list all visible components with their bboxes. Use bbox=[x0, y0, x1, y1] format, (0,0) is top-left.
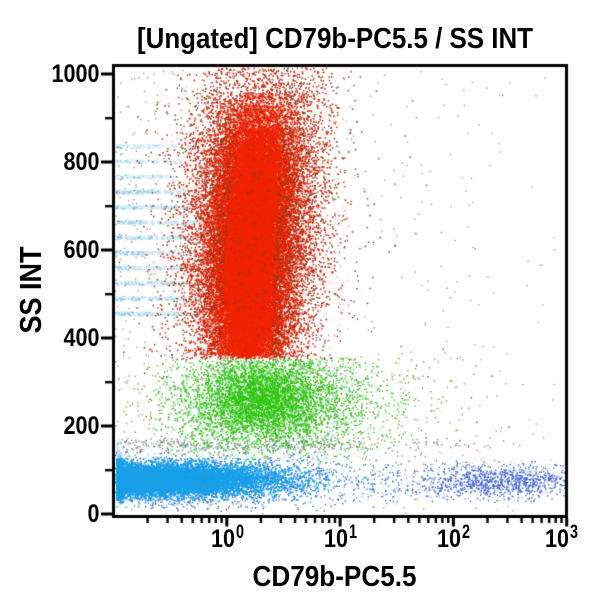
svg-text:600: 600 bbox=[64, 236, 100, 264]
svg-text:0: 0 bbox=[236, 522, 244, 543]
svg-text:10: 10 bbox=[211, 525, 235, 553]
svg-text:[Ungated] CD79b-PC5.5 / SS INT: [Ungated] CD79b-PC5.5 / SS INT bbox=[137, 23, 533, 55]
svg-text:3: 3 bbox=[570, 522, 578, 543]
svg-text:CD79b-PC5.5: CD79b-PC5.5 bbox=[253, 561, 417, 593]
svg-text:1000: 1000 bbox=[52, 60, 100, 88]
svg-text:1: 1 bbox=[349, 522, 357, 543]
svg-text:200: 200 bbox=[64, 412, 100, 440]
svg-text:SS INT: SS INT bbox=[13, 246, 48, 333]
svg-text:10: 10 bbox=[545, 525, 569, 553]
svg-text:800: 800 bbox=[64, 148, 100, 176]
svg-text:400: 400 bbox=[64, 324, 100, 352]
svg-text:10: 10 bbox=[324, 525, 348, 553]
svg-text:2: 2 bbox=[462, 522, 470, 543]
svg-text:10: 10 bbox=[437, 525, 461, 553]
svg-text:0: 0 bbox=[88, 500, 100, 528]
